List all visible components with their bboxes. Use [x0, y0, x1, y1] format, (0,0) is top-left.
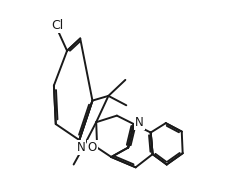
Text: O: O: [87, 141, 97, 154]
Text: Cl: Cl: [51, 19, 63, 32]
Text: N: N: [134, 116, 143, 129]
Text: N: N: [76, 141, 85, 154]
